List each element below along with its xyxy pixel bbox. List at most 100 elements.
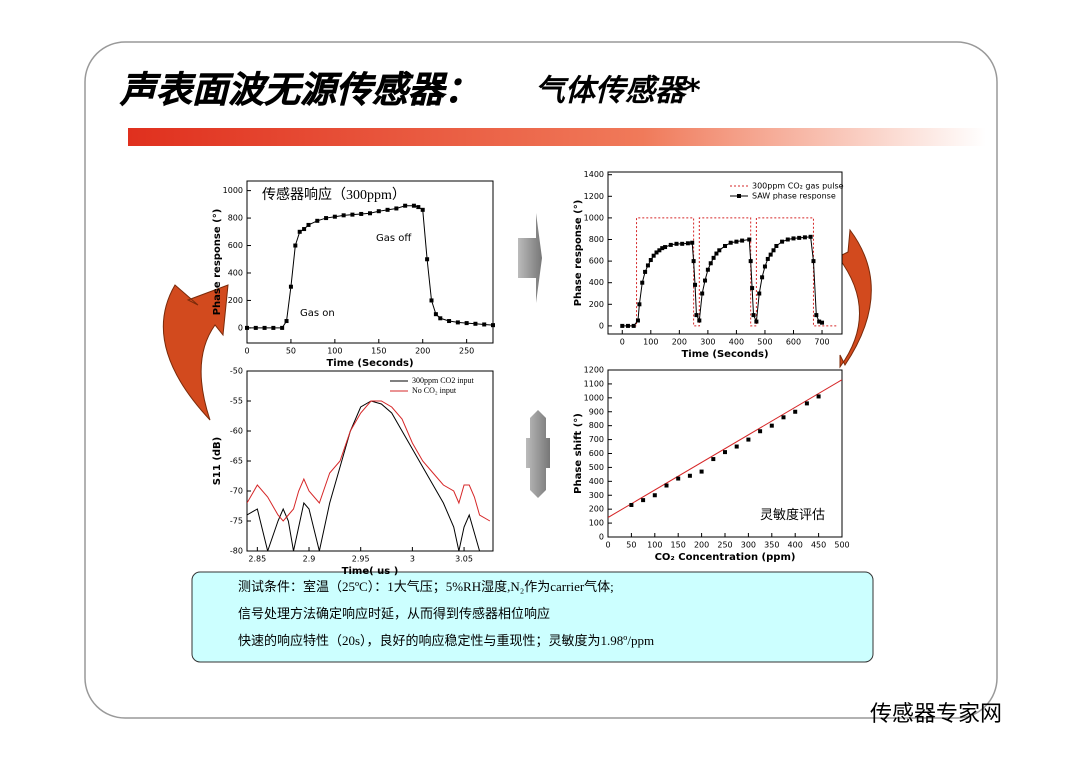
marker bbox=[785, 237, 790, 242]
marker bbox=[705, 267, 710, 272]
x-tick-label: 50 bbox=[286, 347, 296, 356]
x-tick-label: 400 bbox=[729, 338, 744, 347]
y-tick-label: 400 bbox=[228, 268, 243, 277]
marker bbox=[693, 282, 698, 287]
marker bbox=[771, 248, 776, 253]
y-tick-label: -65 bbox=[230, 457, 243, 466]
x-tick-label: 600 bbox=[786, 338, 801, 347]
y-tick-label: 0 bbox=[599, 533, 604, 542]
marker bbox=[748, 259, 753, 264]
marker bbox=[700, 291, 705, 296]
marker bbox=[708, 261, 713, 266]
y-tick-label: 1200 bbox=[584, 366, 604, 375]
y-axis-label: Phase response (°) bbox=[212, 209, 223, 316]
marker bbox=[660, 246, 665, 251]
y-tick-label: 500 bbox=[589, 463, 604, 472]
marker bbox=[663, 245, 668, 250]
marker bbox=[757, 291, 762, 296]
x-tick-label: 100 bbox=[643, 338, 658, 347]
x-tick-label: 450 bbox=[811, 541, 826, 550]
x-tick-label: 350 bbox=[764, 541, 779, 550]
marker bbox=[648, 258, 653, 263]
marker bbox=[455, 320, 460, 325]
marker bbox=[368, 211, 372, 216]
marker bbox=[740, 238, 745, 243]
marker bbox=[341, 213, 346, 218]
marker bbox=[780, 239, 785, 244]
watermark: 传感器专家网 bbox=[870, 702, 1002, 727]
arrow bbox=[526, 410, 550, 498]
y-axis-label: Phase shift (°) bbox=[573, 413, 584, 494]
marker bbox=[411, 203, 416, 208]
marker bbox=[280, 325, 285, 330]
x-tick-label: 300 bbox=[741, 541, 756, 550]
marker bbox=[654, 250, 659, 255]
marker bbox=[694, 313, 699, 318]
title-bar bbox=[128, 128, 986, 146]
marker bbox=[791, 236, 796, 241]
marker bbox=[734, 444, 739, 449]
x-tick-label: 250 bbox=[459, 347, 474, 356]
curved-arrow bbox=[162, 284, 229, 421]
marker bbox=[429, 298, 434, 303]
y-tick-label: 1200 bbox=[584, 192, 604, 201]
x-tick-label: 300 bbox=[700, 338, 715, 347]
marker bbox=[297, 229, 302, 234]
marker bbox=[271, 325, 276, 330]
marker bbox=[645, 263, 650, 268]
marker bbox=[315, 218, 320, 223]
y-tick-label: 800 bbox=[228, 214, 243, 223]
marker bbox=[403, 203, 408, 208]
marker bbox=[302, 227, 307, 232]
y-tick-label: 1000 bbox=[584, 213, 604, 222]
plot-frame bbox=[607, 171, 843, 335]
y-axis-label: Phase response (°) bbox=[573, 200, 584, 307]
marker bbox=[768, 252, 773, 257]
marker bbox=[625, 323, 630, 328]
y-tick-label: 200 bbox=[228, 296, 243, 305]
marker bbox=[473, 321, 478, 326]
annotation: 灵敏度评估 bbox=[760, 507, 825, 522]
marker bbox=[816, 394, 821, 399]
marker bbox=[817, 319, 822, 324]
marker bbox=[359, 211, 364, 216]
marker bbox=[350, 212, 355, 217]
marker bbox=[640, 280, 645, 285]
y-tick-label: -50 bbox=[230, 367, 243, 376]
legend-label: 300ppm CO2 input bbox=[412, 376, 475, 385]
series-line bbox=[247, 400, 490, 551]
marker bbox=[711, 457, 716, 462]
y-tick-label: 1400 bbox=[584, 170, 604, 179]
annotation: Gas off bbox=[376, 233, 412, 244]
series-line bbox=[247, 400, 491, 522]
y-tick-label: 200 bbox=[589, 300, 604, 309]
legend-marker bbox=[737, 194, 741, 198]
y-tick-label: -75 bbox=[230, 517, 243, 526]
y-tick-label: 600 bbox=[589, 257, 604, 266]
marker bbox=[685, 241, 690, 246]
marker bbox=[657, 248, 662, 253]
marker bbox=[293, 243, 298, 248]
marker bbox=[820, 320, 825, 325]
marker bbox=[746, 437, 751, 442]
marker bbox=[697, 318, 702, 323]
marker bbox=[750, 286, 755, 291]
x-tick-label: 700 bbox=[814, 338, 829, 347]
marker bbox=[641, 498, 646, 503]
x-axis-label: Time (Seconds) bbox=[326, 358, 413, 369]
marker bbox=[680, 241, 685, 246]
marker bbox=[262, 325, 267, 330]
marker bbox=[687, 473, 692, 478]
marker bbox=[416, 205, 421, 210]
legend-label: No CO₂ input bbox=[412, 386, 457, 395]
marker bbox=[811, 259, 816, 264]
x-tick-label: 150 bbox=[671, 541, 686, 550]
marker bbox=[797, 235, 802, 240]
x-axis-label: Time (Seconds) bbox=[681, 349, 768, 360]
marker bbox=[664, 483, 669, 488]
marker bbox=[482, 322, 487, 327]
x-tick-label: 500 bbox=[757, 338, 772, 347]
marker bbox=[425, 257, 430, 262]
y-tick-label: 100 bbox=[589, 519, 604, 528]
x-axis-label: Time( us ) bbox=[342, 566, 399, 577]
